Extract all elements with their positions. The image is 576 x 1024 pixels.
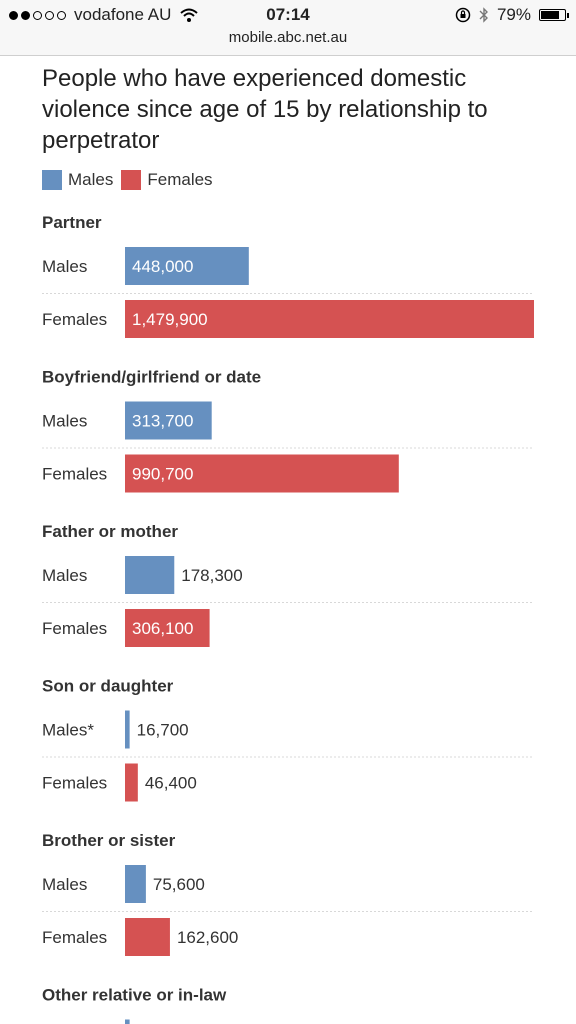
bar [125,609,210,647]
bar-category-label: Males [42,566,87,585]
signal-dot-icon [33,10,42,20]
bar-category-label: Females [42,619,107,638]
bluetooth-icon [479,7,488,23]
group-header: Other relative or in-law [42,986,227,1005]
signal-dot-icon [45,10,54,20]
bar [125,1019,130,1024]
bar-value-label: 313,700 [132,412,193,431]
system-indicators: 79% [455,5,569,25]
bar [125,918,170,956]
carrier-name: vodafone AU [74,5,172,24]
legend-swatch-females [121,170,142,190]
battery-icon [539,9,569,21]
bar [125,556,175,594]
chart-title: People who have experienced domestic vio… [42,65,488,154]
battery-percent: 79% [496,5,531,24]
legend-item-males: Males [42,170,113,190]
group-header: Boyfriend/girlfriend or date [42,368,261,387]
chart-legend: Males Females [42,170,221,190]
legend-swatch-males [42,170,62,190]
bar-category-label: Females [42,774,107,793]
bar-category-label: Females [42,310,107,329]
legend-label-males: Males [68,170,114,189]
bar-value-label: 16,700 [137,721,189,740]
wifi-icon [180,8,199,22]
legend-item-females: Females [121,170,213,190]
bar-category-label: Males [42,875,87,894]
bar [125,300,534,338]
bar-value-label: 46,400 [145,774,197,793]
bar [125,401,212,440]
bar [125,247,249,285]
group-header: Father or mother [42,522,178,541]
bar [125,710,130,749]
address-bar-url[interactable]: mobile.abc.net.au [228,29,348,46]
bar-value-label: 306,100 [132,619,193,638]
group-header: Son or daughter [42,677,174,696]
signal-dot-icon [9,10,18,20]
orientation-lock-icon [455,7,471,23]
legend-label-females: Females [147,170,213,189]
bar-category-label: Males [42,412,87,431]
bar-value-label: 162,600 [177,928,238,947]
bar [125,763,138,802]
signal-dot-icon [21,10,30,20]
group-header: Brother or sister [42,831,176,850]
status-bar: vodafone AU 07:14 79% mobile.abc.net.au [0,0,576,56]
bar-value-label: 1,479,900 [132,310,208,329]
bar-value-label: 178,300 [181,566,242,585]
bar-category-label: Females [42,465,107,484]
bar-value-label: 75,600 [153,875,205,894]
carrier-info: vodafone AU [9,5,199,25]
bar-category-label: Males [42,257,87,276]
bar-value-label: 448,000 [132,257,193,276]
bar-category-label: Females [42,928,107,947]
signal-dot-icon [57,10,66,20]
bar [125,454,399,493]
bar [125,865,146,903]
clock: 07:14 [266,5,310,24]
bar-category-label: Males* [42,721,94,740]
battery-level [541,11,560,19]
bar-value-label: 990,700 [132,465,193,484]
group-header: Partner [42,213,102,232]
